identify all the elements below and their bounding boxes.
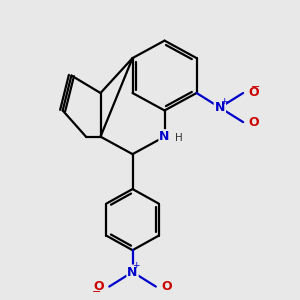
Text: O: O — [248, 116, 259, 129]
Text: N: N — [127, 266, 138, 278]
Text: N: N — [159, 130, 170, 143]
Text: N: N — [215, 101, 225, 114]
Text: O: O — [161, 280, 172, 293]
Text: H: H — [175, 133, 182, 143]
Text: O: O — [93, 280, 104, 293]
Text: +: + — [220, 97, 227, 106]
Text: −: − — [92, 287, 102, 297]
Text: +: + — [132, 261, 140, 270]
Text: O: O — [248, 86, 259, 99]
Text: −: − — [251, 82, 260, 92]
